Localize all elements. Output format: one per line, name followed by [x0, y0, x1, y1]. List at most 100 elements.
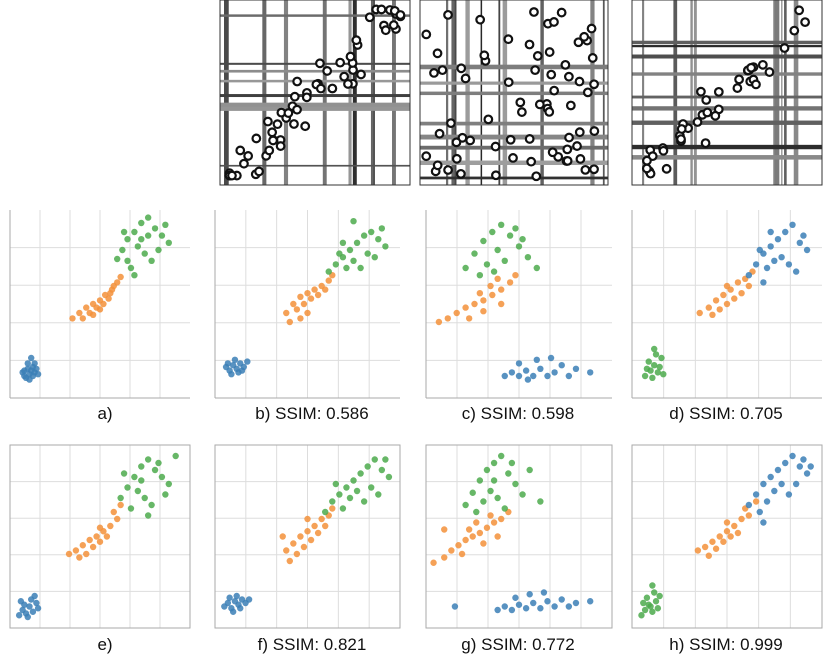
scatter-point-blue [782, 459, 789, 467]
scatter-point-green [533, 264, 540, 272]
scatter-point-blue [789, 221, 796, 228]
scatter-point-orange [300, 300, 308, 308]
heatmap-marker [437, 65, 448, 76]
heatmap-streak-vertical [784, 0, 787, 185]
heatmap-streak-vertical [348, 0, 352, 185]
scatter-point-blue [229, 608, 237, 615]
scatter-point-green [141, 494, 148, 502]
scatter-point-orange [701, 543, 709, 551]
scatter-point-orange [720, 538, 727, 545]
scatter-point-green [172, 452, 179, 460]
scatter-point-orange [494, 275, 501, 282]
heatmap-marker [380, 25, 391, 36]
heatmap-marker [549, 17, 559, 27]
heatmap-marker [505, 134, 516, 145]
scatter-point-green [131, 228, 138, 236]
scatter-point-orange [293, 550, 301, 558]
scatter-point-green [649, 374, 656, 381]
scatter-point-orange [471, 300, 478, 308]
scatter-point-blue [796, 463, 803, 470]
heatmap-marker [283, 108, 294, 118]
scatter-point-orange [279, 533, 286, 540]
scatter-point-orange [69, 315, 76, 322]
scatter-point-orange [297, 293, 304, 300]
heatmap-marker [701, 95, 712, 105]
scatter-point-orange [720, 291, 727, 299]
scatter-point-green [329, 498, 336, 505]
scatter-panel-b [214, 210, 400, 399]
scatter-point-blue [231, 356, 239, 363]
heatmap-marker [562, 155, 573, 166]
scatter-point-orange [476, 529, 484, 537]
heatmap-streak-vertical [642, 0, 645, 185]
heatmap-marker [508, 153, 518, 163]
scatter-point-blue [544, 372, 551, 380]
scatter-point-green [127, 505, 135, 512]
scatter-point-green [490, 477, 498, 484]
scatter-point-blue [763, 264, 771, 272]
scatter-point-green [158, 473, 166, 481]
scatter-point-orange [304, 290, 311, 297]
scatter-point-orange [465, 526, 473, 533]
scatter-point-green [360, 232, 368, 239]
scatter-point-green [483, 466, 491, 474]
scatter-point-orange [723, 300, 731, 308]
scatter-point-blue [544, 598, 551, 605]
scatter-point-green [654, 605, 662, 612]
scatter-point-blue [551, 603, 558, 610]
scatter-point-green [651, 362, 658, 369]
scatter-point-green [148, 257, 155, 264]
scatter-point-blue [782, 228, 789, 236]
caption-h: h) SSIM: 0.999 [669, 635, 782, 654]
scatter-point-green [654, 369, 662, 376]
scatter-point-blue [800, 456, 807, 463]
scatter-point-orange [731, 522, 738, 530]
scatter-point-orange [709, 311, 716, 318]
scatter-point-green [346, 494, 354, 502]
scatter-point-blue [778, 480, 785, 488]
scatter-panel-g [425, 444, 613, 629]
scatter-point-blue [752, 491, 760, 498]
caption-c: c) SSIM: 0.598 [462, 404, 574, 423]
scatter-point-orange [114, 515, 121, 523]
heatmap-marker [239, 158, 249, 169]
scatter-point-blue [515, 601, 523, 608]
scatter-point-blue [778, 254, 785, 261]
scatter-point-green [375, 236, 382, 243]
scatter-point-green [498, 221, 505, 228]
heatmap-top-c [419, 0, 609, 186]
scatter-point-green [480, 498, 487, 505]
scatter-point-orange [723, 282, 731, 290]
scatter-point-blue [745, 272, 753, 279]
scatter-point-green [124, 484, 131, 491]
scatter-point-blue [551, 369, 558, 376]
scatter-point-green [471, 250, 478, 257]
scatter-point-green [124, 236, 131, 243]
heatmap-streak-vertical [693, 0, 697, 185]
scatter-point-green [378, 466, 386, 474]
heatmap-marker [531, 171, 542, 182]
scatter-point-green [119, 246, 126, 254]
heatmap-marker [734, 74, 744, 85]
scatter-point-blue [752, 261, 760, 268]
scatter-point-orange [441, 526, 448, 533]
scatter-point-blue [530, 599, 537, 607]
scatter-point-orange [712, 297, 720, 304]
scatter-point-blue [558, 362, 565, 369]
scatter-point-orange [455, 542, 462, 549]
scatter-point-orange [435, 318, 443, 326]
scatter-point-orange [480, 297, 487, 304]
scatter-point-green [382, 456, 389, 463]
scatter-point-orange [490, 519, 498, 526]
scatter-point-green [382, 243, 389, 250]
heatmap-streak-horizontal [420, 91, 608, 96]
heatmap-streak-horizontal [632, 120, 822, 125]
heatmap-marker [800, 17, 810, 27]
scatter-point-orange [117, 273, 124, 281]
scatter-point-green [120, 470, 128, 477]
heatmap-marker [574, 76, 585, 87]
heatmap-marker [443, 165, 453, 175]
scatter-point-orange [453, 309, 460, 317]
heatmap-marker [356, 69, 366, 80]
